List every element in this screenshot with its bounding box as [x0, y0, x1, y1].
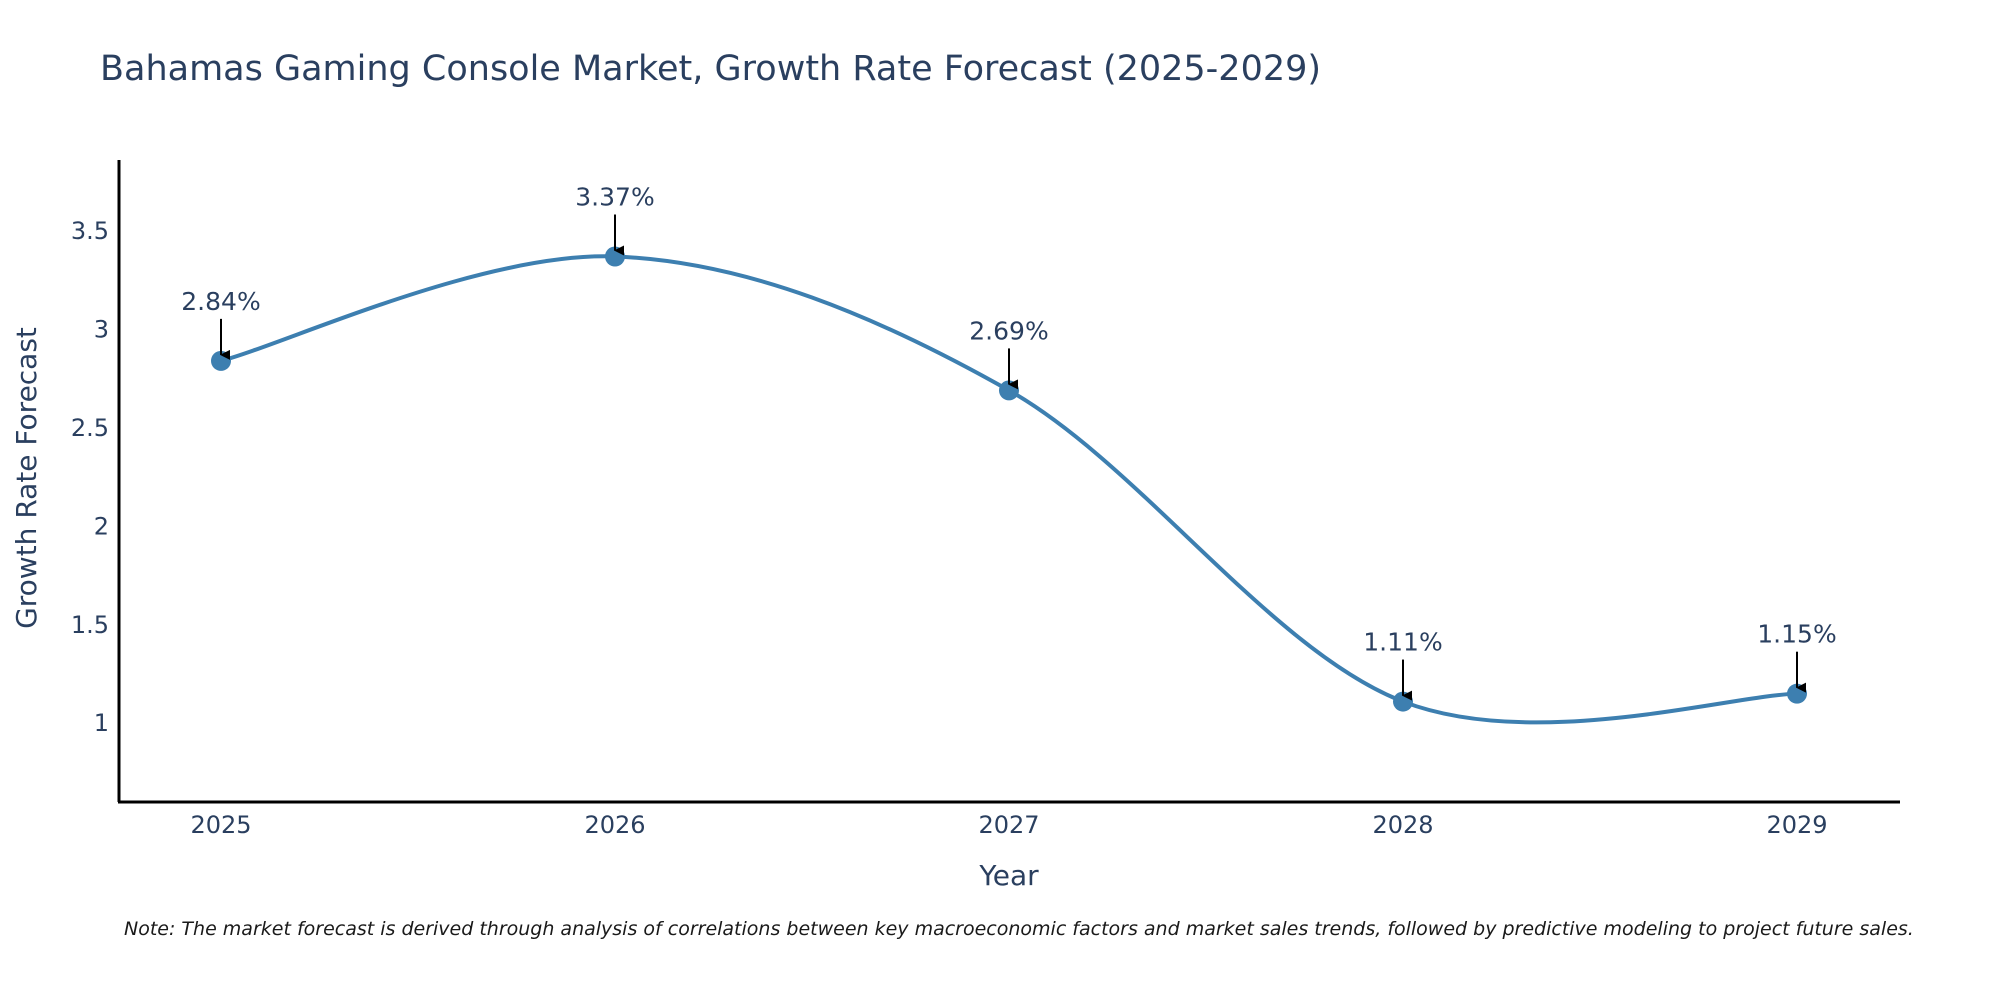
y-tick-label: 1: [94, 709, 109, 737]
x-tick-labels: 2025 2026 2027 2028 2029: [190, 811, 1827, 839]
y-tick-label: 1.5: [71, 611, 109, 639]
x-tick-label: 2029: [1766, 811, 1827, 839]
data-label: 3.37%: [575, 182, 654, 211]
y-tick-label: 3.5: [71, 217, 109, 245]
y-tick-label: 2: [94, 512, 109, 540]
x-axis-title: Year: [978, 859, 1039, 892]
x-tick-label: 2027: [978, 811, 1039, 839]
x-tick-label: 2025: [190, 811, 251, 839]
y-tick-label: 2.5: [71, 414, 109, 442]
data-label: 2.69%: [969, 316, 1048, 345]
y-axis-title: Growth Rate Forecast: [10, 327, 43, 629]
y-tick-label: 3: [94, 315, 109, 343]
data-annotations: 2.84% 3.37% 2.69% 1.11% 1.15%: [181, 182, 1837, 701]
x-tick-label: 2028: [1372, 811, 1433, 839]
data-label: 1.15%: [1757, 620, 1836, 649]
footnote: Note: The market forecast is derived thr…: [124, 918, 1914, 940]
data-label: 1.11%: [1363, 628, 1442, 657]
data-label: 2.84%: [181, 287, 260, 316]
chart-title: Bahamas Gaming Console Market, Growth Ra…: [100, 49, 1321, 89]
y-tick-labels: 1 1.5 2 2.5 3 3.5: [71, 217, 109, 737]
x-tick-label: 2026: [584, 811, 645, 839]
